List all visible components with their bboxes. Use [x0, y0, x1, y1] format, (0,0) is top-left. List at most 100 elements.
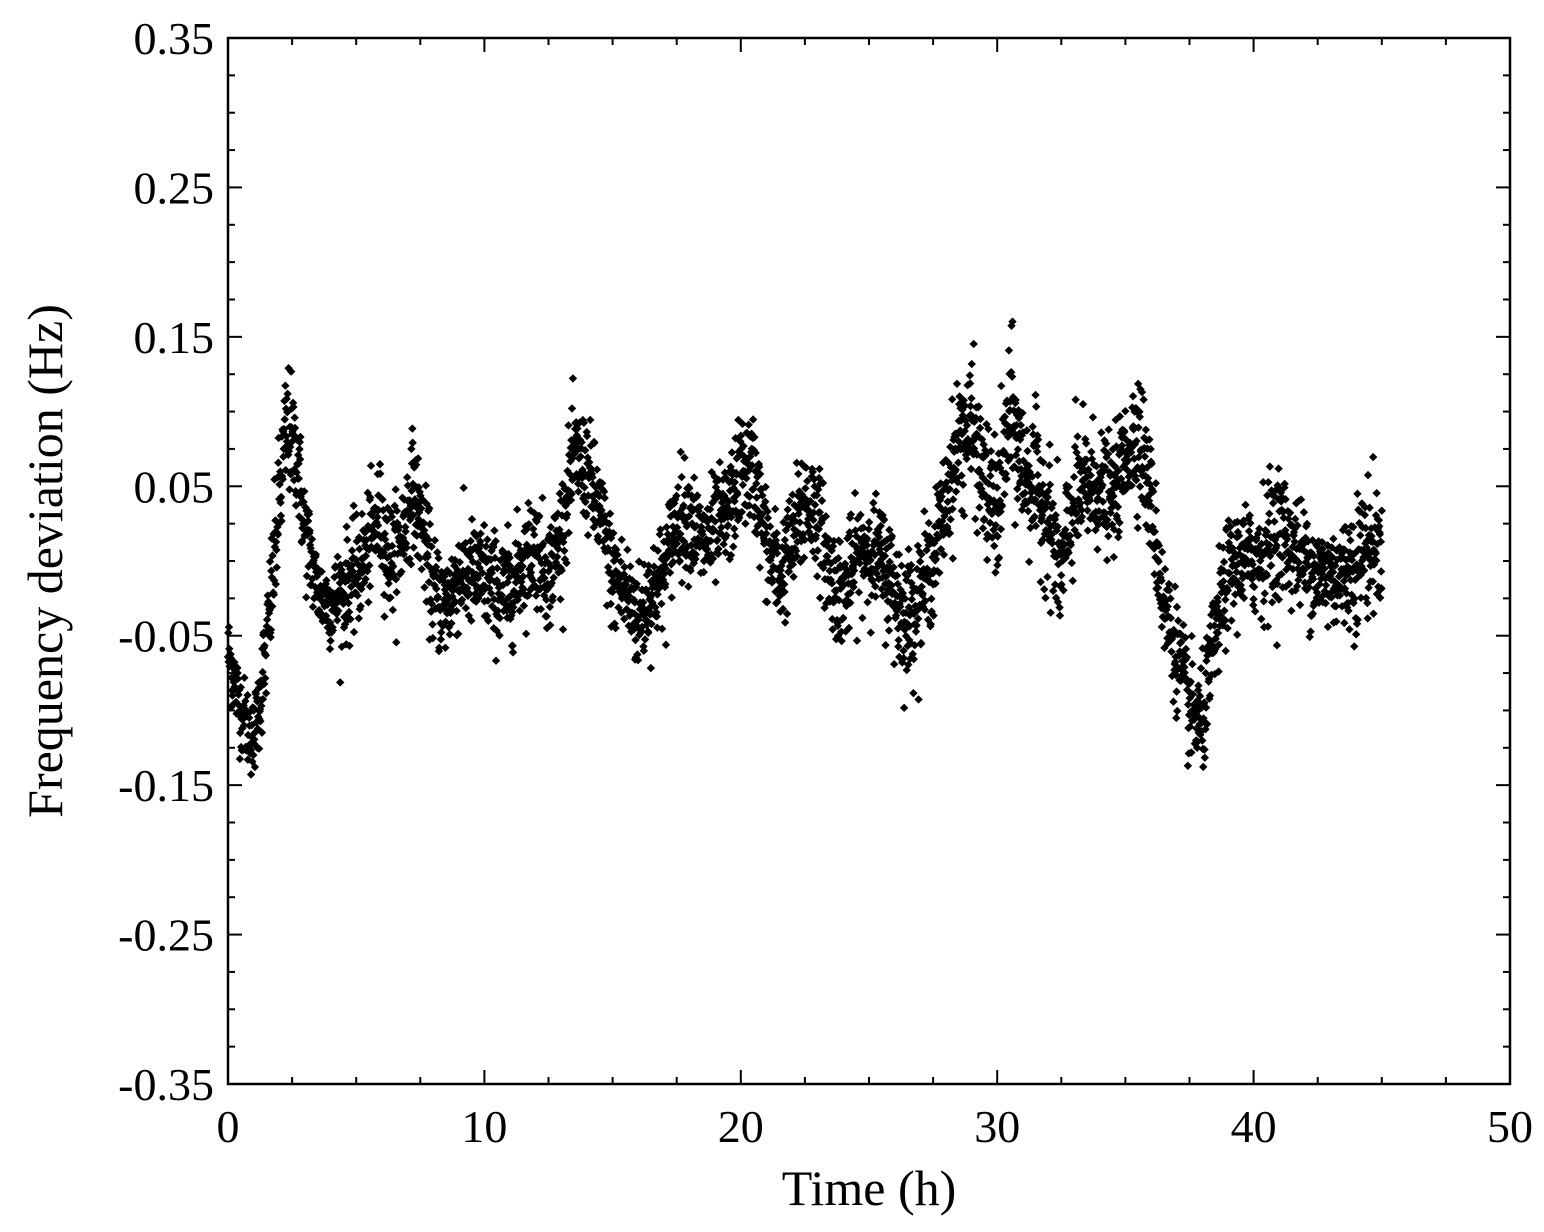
data-point: [1091, 513, 1101, 523]
data-point: [545, 602, 555, 612]
data-point: [689, 473, 699, 482]
data-point: [975, 503, 984, 512]
data-point: [1340, 584, 1350, 593]
data-point: [634, 615, 643, 624]
data-point: [1253, 529, 1263, 538]
data-point: [281, 381, 290, 390]
data-point: [1297, 544, 1306, 554]
data-point: [354, 614, 364, 623]
data-point: [974, 402, 984, 411]
y-tick-label: -0.15: [118, 760, 214, 811]
data-point: [837, 636, 846, 646]
data-point: [760, 503, 769, 512]
data-point: [542, 595, 551, 604]
data-point: [362, 535, 371, 545]
data-point: [250, 735, 259, 744]
data-point: [1043, 493, 1052, 502]
data-point: [1071, 395, 1080, 404]
data-point: [749, 484, 758, 494]
data-point: [411, 460, 421, 469]
data-point: [852, 636, 862, 645]
data-point: [1094, 515, 1103, 524]
data-point: [1213, 597, 1222, 606]
data-point: [440, 572, 449, 581]
data-point: [555, 489, 565, 498]
data-point: [745, 501, 754, 510]
data-point: [959, 396, 968, 405]
data-point: [1069, 498, 1078, 508]
data-point: [803, 476, 812, 486]
data-point: [1233, 630, 1242, 639]
data-point: [425, 520, 435, 529]
data-point: [237, 724, 247, 733]
data-point: [507, 611, 516, 620]
data-point: [995, 458, 1004, 467]
data-point: [277, 516, 286, 526]
data-point: [916, 638, 926, 648]
data-point: [636, 628, 646, 637]
data-point: [677, 578, 687, 588]
data-point: [266, 633, 275, 642]
data-point: [1188, 659, 1197, 669]
data-point: [393, 518, 402, 528]
data-point: [405, 554, 414, 563]
data-point: [1218, 582, 1227, 592]
data-point: [547, 538, 557, 548]
data-point: [672, 539, 682, 548]
data-point: [824, 535, 833, 544]
data-point: [256, 716, 265, 726]
data-point: [840, 559, 850, 568]
data-point: [1060, 540, 1069, 549]
data-point: [1234, 531, 1244, 540]
data-point: [721, 494, 731, 504]
data-point: [1192, 724, 1201, 733]
data-point: [1352, 619, 1362, 629]
data-point: [1375, 530, 1385, 539]
data-point: [847, 569, 857, 579]
data-point: [1299, 508, 1309, 517]
data-point: [982, 555, 992, 565]
data-point: [849, 566, 859, 575]
data-point: [262, 622, 271, 631]
data-point: [433, 548, 442, 557]
data-point: [1000, 412, 1009, 421]
data-point: [572, 469, 581, 479]
data-point: [250, 762, 260, 772]
data-point: [1078, 399, 1088, 409]
data-point: [832, 586, 841, 595]
data-point: [996, 524, 1006, 534]
data-point: [265, 557, 275, 566]
data-point: [1280, 479, 1289, 489]
data-point: [351, 555, 361, 564]
data-point: [1032, 442, 1042, 451]
data-point: [1353, 567, 1363, 576]
data-point: [756, 484, 766, 494]
data-point: [524, 520, 534, 529]
data-point: [359, 563, 369, 572]
data-point: [268, 551, 277, 560]
data-point: [1351, 630, 1361, 639]
data-point: [1167, 647, 1176, 656]
data-point: [676, 509, 686, 518]
x-tick-label: 20: [718, 1101, 764, 1152]
data-point: [414, 514, 423, 524]
data-point: [805, 496, 815, 506]
data-point: [325, 644, 335, 654]
data-point: [462, 583, 472, 593]
data-point: [1327, 543, 1336, 552]
data-point: [1147, 501, 1156, 511]
data-point: [1281, 495, 1290, 504]
data-point: [893, 579, 902, 589]
data-point: [557, 566, 566, 575]
data-point: [335, 589, 344, 598]
data-point: [455, 570, 465, 580]
data-point: [625, 611, 634, 620]
data-point: [854, 588, 864, 597]
data-point: [671, 535, 680, 545]
data-point: [1143, 474, 1153, 483]
data-point: [1141, 520, 1151, 530]
data-point: [726, 551, 736, 560]
data-point: [817, 496, 827, 505]
data-point: [1254, 573, 1264, 582]
data-point: [865, 570, 875, 579]
